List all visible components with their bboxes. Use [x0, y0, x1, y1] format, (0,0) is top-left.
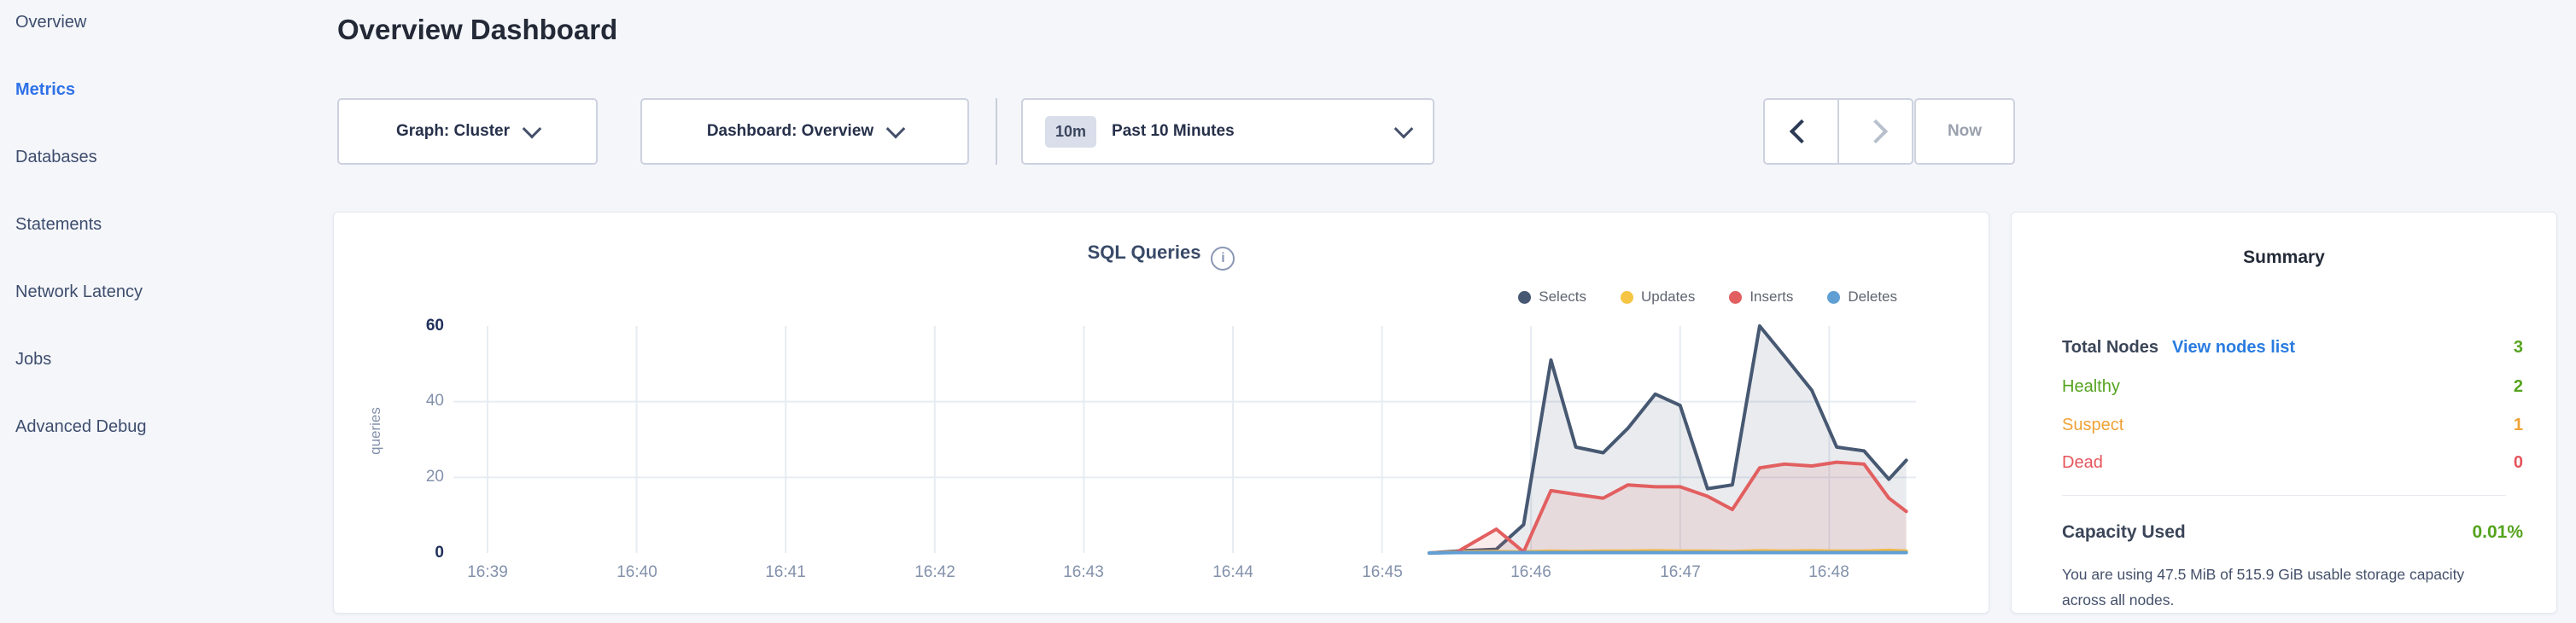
suspect-label: Suspect [2062, 416, 2124, 434]
inserts-dot-icon [1729, 290, 1743, 304]
sidebar-item-advanced-debug[interactable]: Advanced Debug [15, 417, 147, 436]
time-range-label: Past 10 Minutes [1112, 122, 1235, 140]
selects-dot-icon [1518, 290, 1532, 304]
summary-card [2011, 212, 2557, 614]
graph-dropdown[interactable]: Graph: Cluster [337, 98, 598, 165]
next-time-button[interactable] [1839, 119, 1912, 144]
x-tick: 16:42 [914, 563, 955, 581]
deletes-dot-icon [1827, 290, 1841, 304]
dashboard-dropdown[interactable]: Dashboard: Overview [640, 98, 969, 165]
dashboard-dropdown-label: Dashboard: Overview [706, 122, 874, 140]
y-tick-20: 20 [425, 468, 444, 486]
x-tick: 16:43 [1063, 563, 1104, 581]
legend-label: Inserts [1749, 288, 1794, 305]
chart-legend: Selects Updates Inserts Deletes [333, 288, 1897, 306]
chart-title-row: SQL Queries i [333, 242, 1989, 271]
legend-label: Selects [1539, 288, 1586, 305]
x-tick: 16:41 [765, 563, 806, 581]
updates-dot-icon [1621, 290, 1633, 304]
x-tick: 16:48 [1808, 563, 1849, 581]
x-tick: 16:47 [1660, 563, 1701, 581]
summary-title: Summary [2243, 247, 2325, 267]
x-tick: 16:46 [1510, 563, 1551, 581]
x-tick: 16:40 [616, 563, 657, 581]
capacity-description: You are using 47.5 MiB of 515.9 GiB usab… [2062, 566, 2465, 608]
legend-item-updates[interactable]: Updates [1621, 288, 1695, 306]
summary-divider [2062, 495, 2506, 496]
chevron-down-icon [522, 119, 542, 139]
sidebar-item-overview[interactable]: Overview [15, 13, 87, 32]
toolbar-divider [996, 98, 997, 165]
sidebar-item-jobs[interactable]: Jobs [15, 350, 52, 369]
chevron-down-icon [1393, 119, 1414, 139]
dead-value: 0 [2513, 453, 2523, 472]
healthy-label: Healthy [2062, 377, 2120, 396]
button-divider [1837, 100, 1839, 163]
x-tick: 16:44 [1212, 563, 1253, 581]
y-axis-label: queries [367, 407, 383, 455]
x-tick: 16:45 [1362, 563, 1403, 581]
capacity-used-value: 0.01% [2472, 522, 2523, 542]
y-tick-40: 40 [425, 392, 444, 410]
prev-time-button[interactable] [1765, 119, 1837, 144]
x-tick: 16:39 [467, 563, 508, 581]
summary-row-total-nodes: Total Nodes View nodes list 3 [2062, 338, 2523, 358]
legend-item-deletes[interactable]: Deletes [1827, 288, 1897, 306]
chevron-down-icon [885, 119, 906, 139]
y-tick-60: 60 [425, 317, 444, 335]
dead-label: Dead [2062, 453, 2103, 472]
legend-item-inserts[interactable]: Inserts [1729, 288, 1793, 306]
now-button[interactable]: Now [1914, 98, 2015, 165]
capacity-used-row: Capacity Used 0.01% [2062, 522, 2523, 543]
sidebar-item-network-latency[interactable]: Network Latency [15, 282, 143, 301]
time-range-selector[interactable]: 10m Past 10 Minutes [1021, 98, 1434, 165]
y-tick-0: 0 [435, 544, 444, 562]
sidebar-item-statements[interactable]: Statements [15, 215, 102, 234]
time-step-buttons [1763, 98, 1913, 165]
page-title: Overview Dashboard [337, 14, 618, 45]
summary-row-suspect: Suspect 1 [2062, 416, 2523, 435]
legend-label: Updates [1641, 288, 1696, 305]
chevron-left-icon [1789, 119, 1814, 144]
total-nodes-value: 3 [2513, 338, 2523, 357]
sidebar-item-metrics[interactable]: Metrics [15, 80, 76, 99]
chart-title: SQL Queries [1087, 242, 1201, 263]
legend-label: Deletes [1848, 288, 1897, 305]
legend-item-selects[interactable]: Selects [1518, 288, 1586, 306]
view-nodes-list-link[interactable]: View nodes list [2171, 338, 2296, 357]
sql-queries-chart-card [333, 212, 1989, 614]
time-range-badge: 10m [1045, 115, 1097, 148]
chevron-right-icon [1863, 119, 1888, 144]
total-nodes-label: Total Nodes [2062, 338, 2158, 357]
capacity-used-label: Capacity Used [2062, 522, 2186, 542]
graph-dropdown-label: Graph: Cluster [395, 122, 511, 140]
healthy-value: 2 [2513, 377, 2523, 396]
summary-row-dead: Dead 0 [2062, 453, 2523, 473]
summary-row-healthy: Healthy 2 [2062, 377, 2523, 397]
suspect-value: 1 [2513, 416, 2523, 434]
sidebar-item-databases[interactable]: Databases [15, 148, 97, 166]
info-icon[interactable]: i [1211, 247, 1235, 271]
